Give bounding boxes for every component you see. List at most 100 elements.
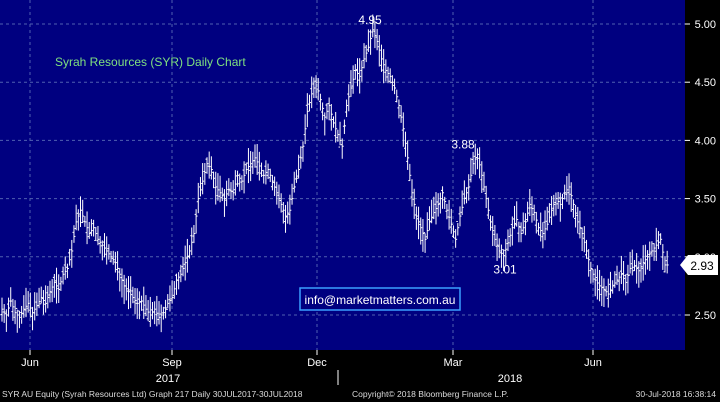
price-bar: [11, 298, 15, 321]
y-tick-label-0: 2.50: [695, 310, 716, 322]
grid-lines: [0, 0, 685, 350]
price-bar: [390, 75, 394, 91]
price-bar: [229, 182, 233, 200]
price-bar: [50, 279, 54, 303]
price-bar: [534, 211, 538, 234]
price-bar: [353, 64, 357, 80]
price-bar: [103, 233, 107, 258]
last-price-label: 2.93: [690, 259, 714, 273]
price-bar: [637, 261, 641, 288]
price-bar: [118, 267, 122, 292]
price-bar: [338, 121, 342, 148]
price-bar: [98, 236, 102, 254]
footer-security-info: SYR AU Equity (Syrah Resources Ltd) Grap…: [2, 389, 303, 399]
price-bar: [63, 256, 67, 280]
price-bar: [116, 251, 120, 281]
price-bar: [140, 295, 144, 311]
price-bar: [589, 261, 593, 284]
price-bar: [266, 163, 270, 180]
price-bar: [192, 225, 196, 244]
price-bar: [595, 265, 599, 300]
price-bar: [565, 176, 569, 202]
price-bar: [484, 185, 488, 209]
price-bar: [438, 192, 442, 214]
price-bar: [519, 222, 523, 243]
price-bar: [663, 256, 667, 273]
price-bar: [148, 296, 152, 327]
price-bar: [334, 111, 338, 143]
price-bar: [166, 294, 170, 310]
price-bar: [508, 228, 512, 247]
price-bar: [85, 211, 89, 245]
price-bar: [652, 243, 656, 261]
price-bar: [515, 201, 519, 227]
price-bar: [469, 157, 473, 183]
price-bar: [13, 300, 17, 325]
price-bar: [22, 295, 26, 318]
price-bar: [244, 162, 248, 175]
price-bar: [611, 280, 615, 294]
price-bar: [308, 94, 312, 112]
price-bar: [144, 295, 148, 317]
price-bar: [388, 68, 392, 84]
price-bar: [70, 239, 74, 268]
price-bar: [279, 193, 283, 213]
price-bar: [537, 222, 541, 236]
price-bar: [550, 196, 554, 225]
price-bar: [290, 183, 294, 205]
price-bar: [349, 70, 353, 97]
price-bar: [646, 250, 650, 270]
price-bar: [449, 208, 453, 234]
y-tick-label-2: 3.50: [695, 194, 716, 206]
price-bar: [399, 105, 403, 123]
price-bar: [79, 196, 83, 228]
price-bar: [478, 147, 482, 179]
price-bar: [578, 210, 582, 239]
price-bar: [355, 58, 359, 87]
price-bar: [641, 245, 645, 281]
price-bar: [393, 78, 397, 95]
price-bar: [188, 245, 192, 259]
price-bar: [96, 225, 100, 246]
price-bar: [94, 226, 98, 241]
price-bar: [196, 182, 200, 214]
price-bar: [659, 233, 663, 245]
price-bar: [17, 310, 21, 329]
price-bar: [170, 280, 174, 304]
price-bar: [417, 206, 421, 240]
price-bar: [233, 170, 237, 196]
price-bar: [198, 177, 202, 197]
price-bar: [340, 138, 344, 159]
price-bar: [299, 146, 303, 169]
price-bar: [105, 236, 109, 265]
footer-bar: SYR AU Equity (Syrah Resources Ltd) Grap…: [0, 386, 720, 402]
price-bar: [76, 209, 80, 231]
price-bar: [347, 84, 351, 112]
price-bar: [451, 225, 455, 239]
price-bar: [362, 43, 366, 69]
price-bar: [384, 59, 388, 82]
price-bar: [513, 205, 517, 229]
price-bar: [7, 297, 11, 317]
price-bar: [545, 206, 549, 231]
price-bar: [358, 58, 362, 94]
x-axis-panel: [0, 350, 720, 386]
price-bar: [412, 188, 416, 220]
price-bar: [643, 244, 647, 275]
price-bar: [164, 299, 168, 319]
x-tick-label-0: Jun: [21, 357, 39, 369]
y-tick-label-4: 4.50: [695, 77, 716, 89]
price-bar: [608, 271, 612, 298]
price-bar: [297, 154, 301, 179]
price-bar: [257, 151, 261, 181]
price-bar: [262, 169, 266, 184]
price-bar: [410, 179, 414, 207]
price-bar: [318, 93, 322, 111]
price-bar: [371, 14, 375, 38]
price-bar: [622, 260, 626, 291]
price-bar: [454, 229, 458, 248]
price-bar: [473, 143, 477, 175]
price-bar: [124, 278, 128, 301]
price-bar: [33, 292, 37, 321]
price-bar: [587, 249, 591, 277]
